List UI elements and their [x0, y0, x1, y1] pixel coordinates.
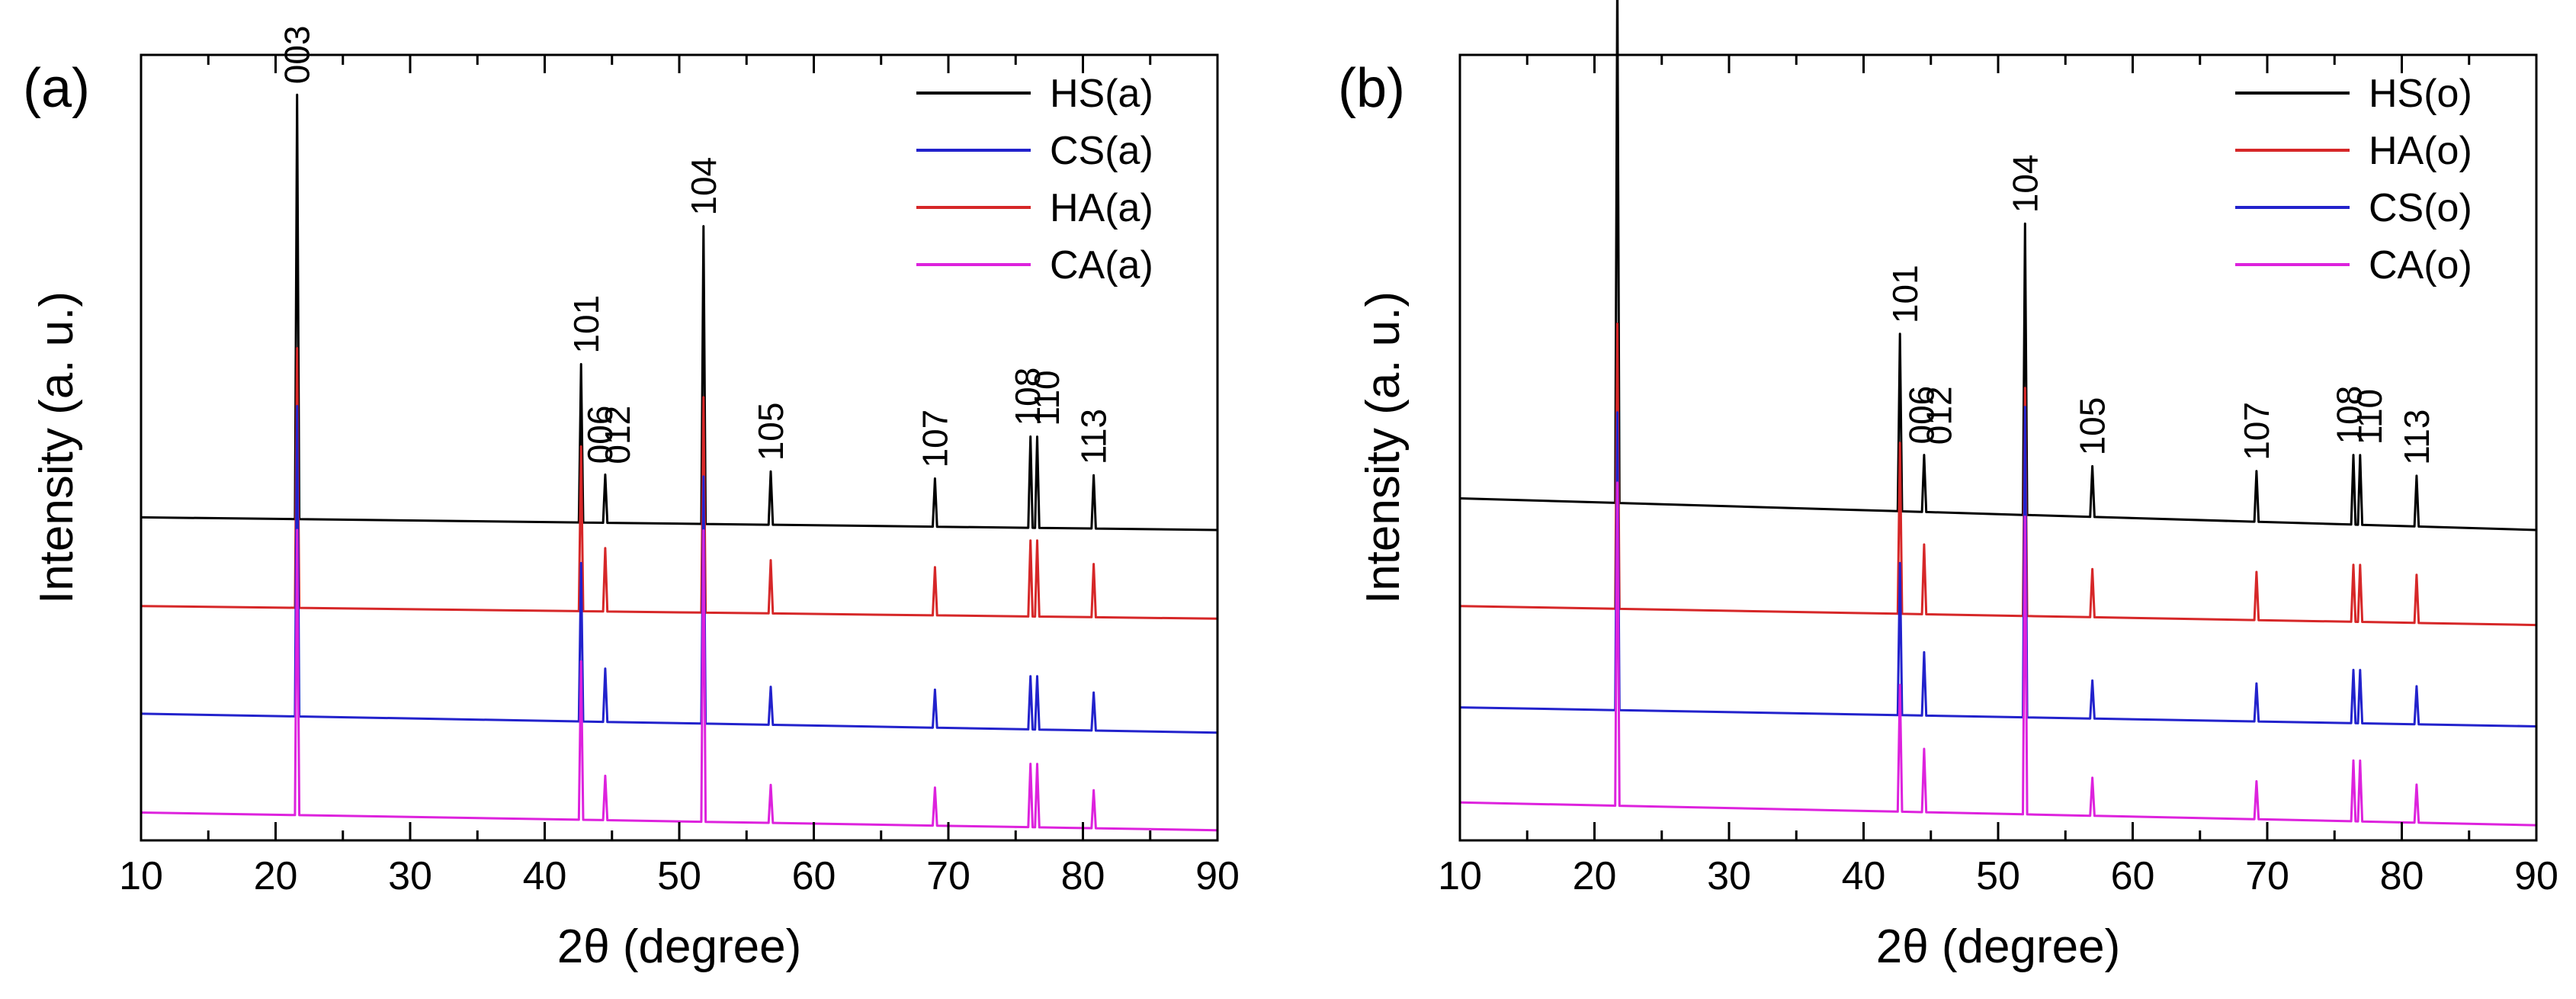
x-tick-label: 10	[1438, 854, 1482, 898]
panel-label: (a)	[23, 58, 90, 119]
peak-label-105: 105	[751, 403, 791, 461]
peak-label-104: 104	[684, 157, 723, 216]
legend-label: CA(a)	[1050, 243, 1153, 287]
trace-hao	[1459, 323, 2537, 627]
peak-label-110: 110	[1027, 370, 1067, 426]
trace-caa	[140, 528, 1218, 832]
legend-label: CS(a)	[1050, 129, 1153, 173]
x-tick-label: 40	[1842, 854, 1886, 898]
trace-cso	[1459, 406, 2537, 728]
peak-label-105: 105	[2073, 397, 2112, 456]
peak-label-107: 107	[915, 410, 954, 468]
x-axis-title: 2θ (degree)	[557, 920, 802, 973]
legend-label: HS(o)	[2369, 72, 2472, 116]
trace-hso	[1459, 0, 2537, 532]
peak-label-107: 107	[2237, 402, 2276, 461]
legend-label: HA(o)	[2369, 129, 2472, 173]
x-tick-label: 80	[1061, 854, 1105, 898]
x-tick-label: 90	[1195, 854, 1240, 898]
x-axis-title: 2θ (degree)	[1876, 920, 2121, 973]
x-tick-label: 20	[1573, 854, 1617, 898]
x-tick-label: 30	[388, 854, 432, 898]
peak-label-108: 108	[2330, 386, 2369, 445]
peak-label-110: 110	[2350, 389, 2389, 445]
x-tick-label: 60	[2111, 854, 2155, 898]
x-tick-label: 40	[523, 854, 567, 898]
peak-label-101: 101	[566, 295, 606, 354]
x-tick-label: 30	[1707, 854, 1751, 898]
x-tick-label: 20	[254, 854, 298, 898]
legend-label: CA(o)	[2369, 243, 2472, 287]
legend-label: HA(a)	[1050, 186, 1153, 230]
x-tick-label: 60	[792, 854, 836, 898]
x-tick-label: 50	[1976, 854, 2020, 898]
trace-haa	[140, 347, 1218, 620]
trace-csa	[140, 405, 1218, 734]
peak-label-012: 012	[1919, 386, 1958, 445]
x-tick-label: 70	[2245, 854, 2289, 898]
panel-b: (b)0031010060121041051071081101131020304…	[1338, 0, 2558, 973]
x-tick-label: 50	[657, 854, 701, 898]
peak-label-113: 113	[1074, 409, 1114, 464]
panel-label: (b)	[1338, 58, 1405, 119]
legend-label: CS(o)	[2369, 186, 2472, 230]
x-tick-label: 80	[2380, 854, 2424, 898]
peak-label-104: 104	[2005, 154, 2045, 213]
x-tick-label: 70	[926, 854, 970, 898]
peak-label-101: 101	[1885, 265, 1925, 323]
y-axis-title: Intensity (a. u.)	[1357, 291, 1410, 604]
peak-label-006: 006	[1901, 386, 1941, 445]
peak-label-006: 006	[580, 406, 620, 464]
peak-label-012: 012	[598, 406, 637, 464]
x-tick-label: 10	[119, 854, 163, 898]
x-tick-label: 90	[2514, 854, 2558, 898]
legend-label: HS(a)	[1050, 72, 1153, 116]
trace-cao	[1459, 481, 2537, 827]
peak-label-108: 108	[1008, 368, 1047, 426]
y-axis-title: Intensity (a. u.)	[30, 291, 83, 604]
peak-label-113: 113	[2397, 410, 2436, 465]
trace-hsa	[140, 93, 1218, 532]
